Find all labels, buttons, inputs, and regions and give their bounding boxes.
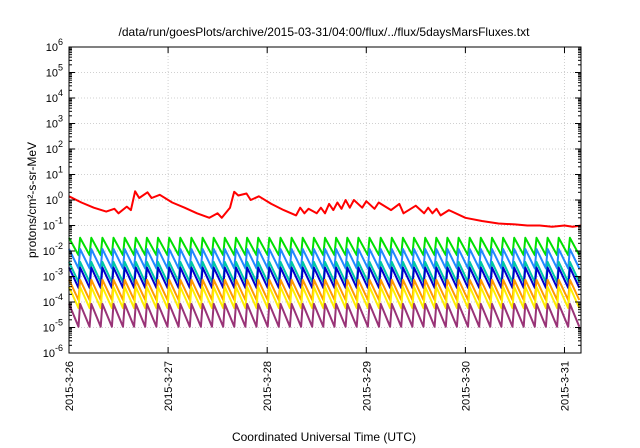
- y-tick-exponent: -2: [55, 241, 63, 251]
- y-tick-label: 10-4: [43, 292, 63, 309]
- y-tick-base: 10: [43, 323, 55, 335]
- x-axis-label: Coordinated Universal Time (UTC): [232, 430, 416, 444]
- x-tick-label: 2015-3-26: [64, 361, 76, 411]
- y-tick-exponent: -6: [55, 343, 63, 353]
- y-tick-base: 10: [46, 195, 58, 207]
- y-tick-base: 10: [46, 93, 58, 105]
- y-tick-label: 100: [46, 190, 63, 207]
- y-tick-exponent: 0: [58, 190, 63, 200]
- y-tick-exponent: -5: [55, 318, 63, 328]
- y-tick-label: 106: [46, 37, 63, 54]
- x-tick-label: 2015-3-29: [361, 361, 373, 411]
- y-tick-exponent: -4: [55, 292, 63, 302]
- x-tick-label: 2015-3-31: [559, 361, 571, 411]
- series-line-8: [68, 302, 581, 328]
- series-line-2: [68, 236, 581, 257]
- x-tick-labels: 2015-3-26 2015-3-27 2015-3-28 2015-3-29 2015…: [64, 361, 571, 411]
- y-tick-exponent: -3: [55, 267, 63, 277]
- y-tick-exponent: 2: [58, 139, 63, 149]
- y-tick-label: 10-2: [43, 241, 63, 258]
- y-tick-base: 10: [43, 246, 55, 258]
- y-tick-base: 10: [46, 42, 58, 54]
- y-tick-label: 105: [46, 63, 63, 80]
- y-tick-base: 10: [46, 68, 58, 80]
- y-tick-label: 103: [46, 114, 63, 131]
- x-tick-label: 2015-3-30: [460, 361, 472, 411]
- series-lines: [68, 190, 582, 328]
- x-tick-label: 2015-3-28: [262, 361, 274, 411]
- series-line-1: [68, 190, 582, 228]
- y-tick-exponent: 5: [58, 63, 63, 73]
- y-tick-base: 10: [43, 348, 55, 360]
- y-tick-label: 104: [46, 88, 63, 105]
- y-tick-base: 10: [43, 272, 55, 284]
- x-tick-label: 2015-3-27: [163, 361, 175, 411]
- chart-title: /data/run/goesPlots/archive/2015-03-31/0…: [119, 25, 531, 39]
- y-tick-exponent: 6: [58, 37, 63, 47]
- y-tick-base: 10: [46, 144, 58, 156]
- y-tick-label: 10-6: [43, 343, 63, 360]
- y-tick-label: 10-1: [43, 216, 63, 233]
- y-tick-labels: 10-610-510-410-310-210-11001011021031041…: [43, 37, 63, 360]
- y-tick-exponent: 4: [58, 88, 63, 98]
- y-tick-exponent: -1: [55, 216, 63, 226]
- y-tick-exponent: 1: [58, 165, 63, 175]
- y-tick-base: 10: [46, 119, 58, 131]
- y-tick-base: 10: [43, 221, 55, 233]
- y-tick-label: 10-3: [43, 267, 63, 284]
- y-tick-base: 10: [43, 297, 55, 309]
- series-line-3: [68, 248, 581, 270]
- series-line-7: [68, 285, 581, 310]
- y-tick-exponent: 3: [58, 114, 63, 124]
- y-axis-label: protons/cm²-s-sr-MeV: [25, 142, 39, 258]
- y-tick-label: 102: [46, 139, 63, 156]
- y-tick-label: 101: [46, 165, 63, 182]
- ticks: [68, 46, 581, 354]
- y-tick-base: 10: [46, 170, 58, 182]
- y-tick-label: 10-5: [43, 318, 63, 335]
